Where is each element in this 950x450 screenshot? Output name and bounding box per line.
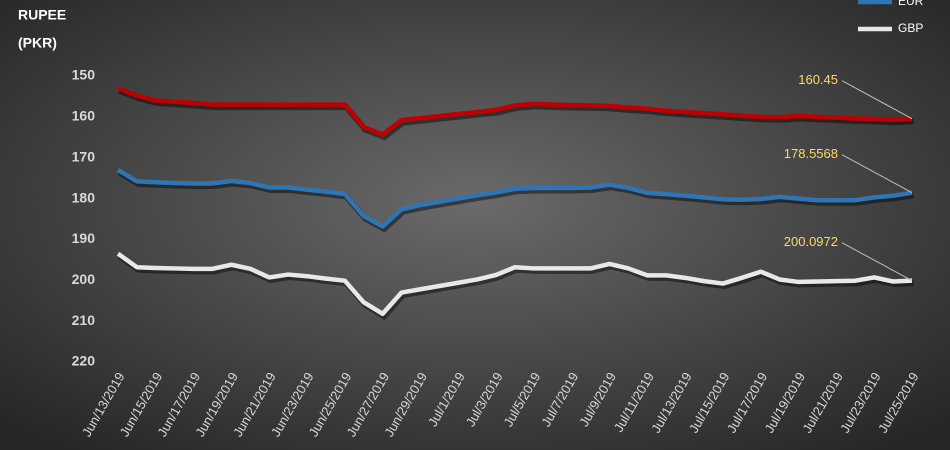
y-tick-label: 150: [72, 67, 96, 83]
y-axis-label: (PKR): [18, 35, 57, 51]
series-line: [117, 86, 913, 137]
y-tick-label: 180: [72, 189, 96, 205]
y-axis-label: RUPEE: [18, 7, 66, 23]
y-tick-label: 210: [72, 312, 96, 328]
y-tick-label: 160: [72, 108, 96, 124]
series-line: [116, 251, 913, 317]
y-tick-label: 170: [72, 148, 96, 164]
legend-label: EUR: [898, 0, 924, 8]
value-label: 178.5568: [784, 146, 838, 161]
value-label: 160.45: [798, 72, 838, 87]
value-label: 200.0972: [784, 234, 838, 249]
leader-line: [841, 154, 913, 194]
y-tick-label: 200: [72, 271, 96, 287]
leader-line: [841, 242, 913, 282]
y-tick-label: 190: [72, 230, 96, 246]
legend-label: GBP: [898, 21, 923, 35]
y-tick-label: 220: [72, 353, 96, 369]
series-line: [116, 168, 913, 229]
leader-line: [841, 80, 913, 120]
line-shadow: [118, 87, 914, 141]
